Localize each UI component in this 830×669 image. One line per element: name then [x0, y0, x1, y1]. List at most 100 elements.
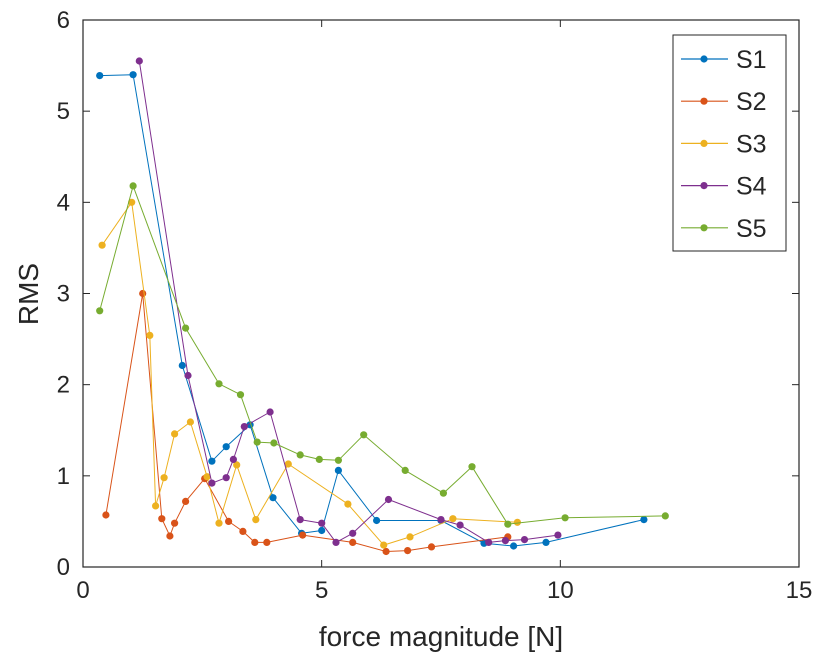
legend-item-s1: S1	[681, 46, 767, 74]
data-point-s1	[373, 516, 381, 525]
data-point-s1	[334, 466, 342, 474]
y-axis-label: RMS	[13, 263, 44, 325]
data-point-s2	[239, 527, 247, 536]
data-point-s5	[561, 514, 569, 522]
y-tick-label: 0	[57, 554, 70, 581]
data-point-s2	[263, 538, 271, 547]
x-tick-label: 10	[547, 577, 574, 604]
data-point-s2	[225, 517, 233, 526]
data-point-s2	[404, 547, 412, 555]
legend-item-s4: S4	[681, 173, 767, 201]
data-point-s5	[661, 512, 669, 520]
data-point-s3	[252, 516, 260, 524]
series-s4	[135, 57, 562, 547]
data-point-s1	[129, 71, 137, 79]
data-point-s3	[128, 198, 136, 206]
data-point-s4	[229, 455, 237, 463]
data-point-s3	[160, 474, 168, 482]
legend-label: S1	[736, 46, 767, 74]
axis-ticks: 0 5 10 15 0 1 2 3 4 5 6	[57, 7, 813, 604]
data-point-s3	[146, 331, 154, 339]
data-point-s4	[437, 516, 445, 524]
data-point-s3	[203, 473, 211, 481]
legend-label: S2	[736, 88, 767, 116]
data-point-s4	[296, 516, 304, 524]
data-point-s2	[158, 515, 166, 523]
data-point-s2	[139, 289, 147, 298]
legend-label: S5	[736, 215, 767, 243]
data-point-s5	[401, 466, 409, 474]
series-line-s1	[99, 74, 645, 547]
data-point-s1	[318, 526, 326, 535]
data-point-s1	[222, 443, 230, 451]
x-tick-label: 15	[786, 577, 813, 604]
legend-item-s5: S5	[681, 215, 767, 243]
data-point-s4	[184, 371, 192, 380]
data-point-s5	[129, 182, 137, 190]
data-point-s5	[334, 456, 342, 464]
legend-marker	[700, 139, 708, 147]
data-point-s2	[382, 547, 390, 556]
data-point-s5	[182, 324, 190, 332]
data-point-s5	[360, 431, 368, 439]
x-tick-label: 5	[315, 577, 328, 604]
data-point-s4	[554, 531, 562, 539]
x-axis-label: force magnitude [N]	[319, 621, 563, 652]
legend-marker	[700, 97, 708, 105]
data-point-s3	[171, 430, 179, 438]
data-point-s3	[215, 519, 223, 527]
data-point-s4	[384, 495, 393, 504]
legend-item-s3: S3	[681, 130, 767, 158]
legend-label: S4	[736, 173, 767, 201]
y-tick-label: 5	[57, 98, 70, 125]
data-point-s3	[449, 515, 457, 523]
data-point-s2	[102, 511, 110, 519]
data-point-s3	[380, 541, 388, 549]
data-point-s3	[284, 460, 292, 468]
series-s5	[96, 182, 669, 528]
data-point-s4	[208, 479, 216, 487]
y-tick-label: 2	[57, 372, 70, 399]
data-point-s1	[542, 538, 550, 547]
data-point-s4	[266, 408, 274, 416]
data-point-s3	[98, 241, 106, 249]
series-s2	[102, 289, 512, 556]
y-tick-label: 4	[57, 189, 70, 216]
data-point-s2	[427, 543, 436, 551]
data-point-s4	[349, 529, 357, 537]
data-point-s4	[485, 538, 493, 547]
legend-item-s2: S2	[681, 88, 767, 116]
data-point-s2	[251, 538, 259, 547]
data-point-s5	[215, 380, 223, 388]
data-point-s1	[208, 457, 216, 465]
data-point-s5	[296, 451, 304, 459]
data-point-s2	[299, 531, 307, 539]
data-point-s3	[406, 533, 414, 541]
series-layer	[96, 57, 669, 556]
data-point-s5	[315, 455, 323, 463]
legend: S1 S2 S3 S4 S5	[672, 34, 787, 252]
data-point-s1	[269, 494, 277, 502]
data-point-s3	[186, 418, 194, 426]
data-point-s5	[439, 489, 447, 497]
data-point-s5	[504, 520, 512, 528]
series-s3	[98, 198, 522, 549]
data-point-s5	[468, 463, 476, 471]
data-point-s5	[96, 307, 104, 315]
data-point-s1	[178, 361, 186, 370]
y-tick-label: 1	[57, 463, 70, 490]
data-point-s3	[513, 518, 522, 526]
x-tick-label: 0	[76, 577, 89, 604]
data-point-s2	[182, 497, 190, 505]
data-point-s4	[520, 536, 529, 544]
data-point-s5	[236, 391, 245, 399]
data-point-s1	[96, 72, 104, 80]
data-point-s4	[318, 519, 326, 527]
data-point-s1	[509, 542, 518, 550]
data-point-s5	[253, 438, 261, 446]
legend-box	[672, 34, 787, 252]
data-point-s4	[222, 474, 230, 482]
data-point-s5	[270, 439, 278, 447]
data-point-s4	[240, 423, 248, 431]
